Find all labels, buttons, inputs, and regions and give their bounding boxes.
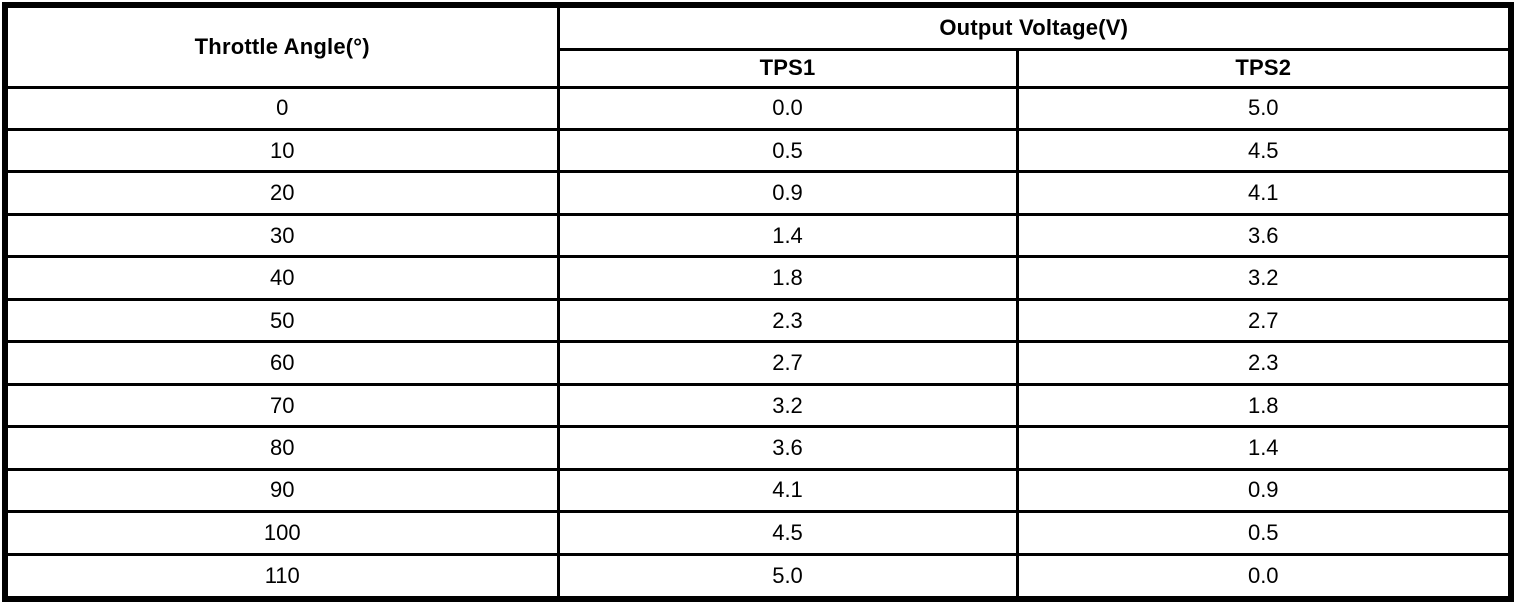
tps2-cell: 5.0: [1015, 85, 1513, 131]
angle-cell: 50: [3, 297, 560, 344]
header-row-sub: TPS1 TPS2: [5, 47, 1513, 89]
angle-cell: 110: [3, 552, 560, 601]
tps1-cell: 3.2: [556, 382, 1019, 429]
table-row: 100 4.5 0.5: [3, 510, 1513, 556]
table-row: 60 2.7 2.3: [3, 340, 1513, 386]
tps1-header: TPS1: [556, 47, 1019, 89]
tps1-cell: 1.4: [556, 212, 1019, 259]
tps1-cell: 0.9: [556, 170, 1019, 216]
table-row: 20 0.9 4.1: [3, 170, 1513, 216]
angle-cell: 10: [3, 127, 560, 174]
tps2-cell: 0.0: [1015, 552, 1513, 601]
angle-cell: 60: [3, 340, 560, 386]
tps2-cell: 2.7: [1015, 297, 1513, 344]
throttle-angle-header: Throttle Angle(°): [3, 3, 560, 89]
tps1-cell: 4.5: [556, 510, 1019, 556]
angle-cell: 90: [3, 467, 560, 514]
tps2-cell: 3.2: [1015, 255, 1513, 301]
tps2-header: TPS2: [1015, 47, 1513, 89]
tps1-cell: 5.0: [556, 552, 1019, 601]
tps2-cell: 4.5: [1015, 127, 1513, 174]
tps1-cell: 2.3: [556, 297, 1019, 344]
angle-cell: 0: [3, 85, 560, 131]
tps1-cell: 0.0: [556, 85, 1019, 131]
tps2-cell: 4.1: [1015, 170, 1513, 216]
tps1-cell: 0.5: [556, 127, 1019, 174]
angle-cell: 80: [3, 425, 560, 471]
table-row: 50 2.3 2.7: [3, 297, 1513, 344]
table-row: 110 5.0 0.0: [3, 552, 1513, 601]
tps2-cell: 1.8: [1015, 382, 1513, 429]
table-row: 70 3.2 1.8: [3, 382, 1513, 429]
tps1-cell: 3.6: [556, 425, 1019, 471]
tps2-cell: 0.9: [1015, 467, 1513, 514]
angle-cell: 100: [3, 510, 560, 556]
tps2-cell: 0.5: [1015, 510, 1513, 556]
output-voltage-header: Output Voltage(V): [556, 3, 1513, 51]
table-row: 30 1.4 3.6: [3, 212, 1513, 259]
tps1-cell: 1.8: [556, 255, 1019, 301]
angle-cell: 30: [3, 212, 560, 259]
angle-cell: 40: [3, 255, 560, 301]
tps2-cell: 2.3: [1015, 340, 1513, 386]
tps2-cell: 3.6: [1015, 212, 1513, 259]
table-row: 90 4.1 0.9: [3, 467, 1513, 514]
angle-cell: 20: [3, 170, 560, 216]
angle-cell: 70: [3, 382, 560, 429]
table-row: 80 3.6 1.4: [3, 425, 1513, 471]
tps1-cell: 4.1: [556, 467, 1019, 514]
table-row: 40 1.8 3.2: [3, 255, 1513, 301]
tps2-cell: 1.4: [1015, 425, 1513, 471]
table-row: 0 0.0 5.0: [3, 85, 1513, 131]
header-row-group: Throttle Angle(°) Output Voltage(V): [3, 3, 1513, 89]
tps1-cell: 2.7: [556, 340, 1019, 386]
table-row: 10 0.5 4.5: [3, 127, 1513, 174]
